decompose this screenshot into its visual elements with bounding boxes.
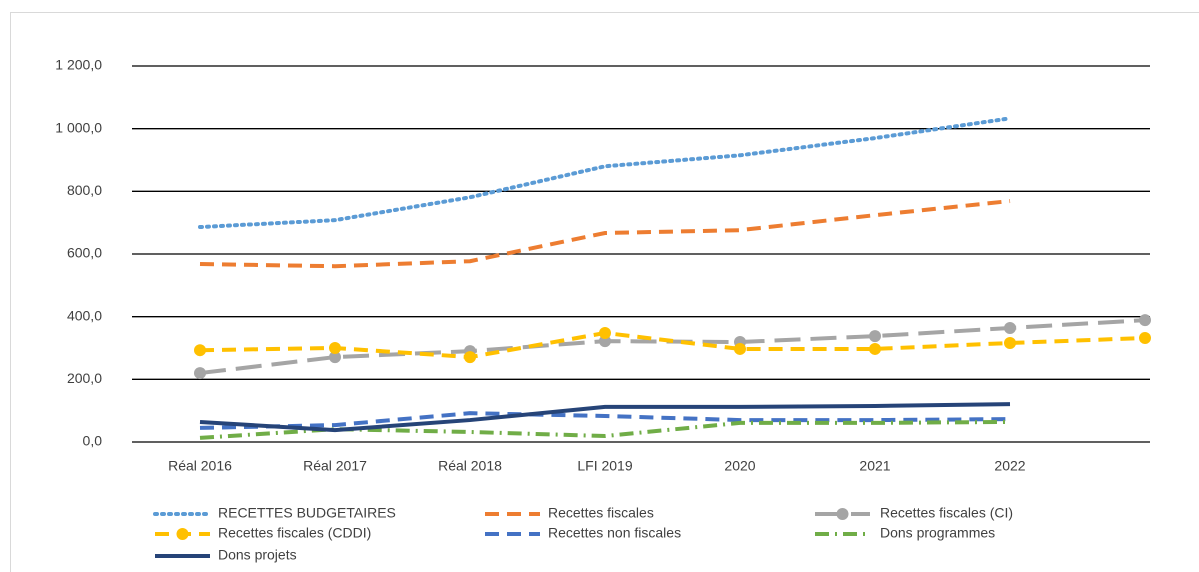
data-point <box>194 367 206 380</box>
legend-marker <box>176 528 189 540</box>
x-tick-label: LFI 2019 <box>577 458 632 474</box>
legend-label: Dons projets <box>218 547 297 563</box>
data-point <box>329 342 341 354</box>
data-point <box>464 351 476 364</box>
legend-label: Recettes fiscales (CDDI) <box>218 525 371 541</box>
legend-label: RECETTES BUDGETAIRES <box>218 505 396 521</box>
data-point <box>1004 336 1016 349</box>
legend-label: Recettes non fiscales <box>548 525 681 541</box>
data-point <box>194 344 206 357</box>
x-tick-label: 2022 <box>994 458 1025 474</box>
x-tick-label: Réal 2018 <box>438 458 502 474</box>
y-tick-label: 800,0 <box>67 182 102 198</box>
x-tick-label: Réal 2017 <box>303 458 367 474</box>
series-line <box>199 199 1011 269</box>
y-tick-label: 400,0 <box>67 307 102 323</box>
series-line <box>199 402 1011 433</box>
y-tick-label: 600,0 <box>67 245 102 261</box>
data-point <box>599 326 611 339</box>
data-point <box>734 342 746 355</box>
legend-label: Dons programmes <box>880 525 995 541</box>
y-tick-label: 0,0 <box>83 433 103 449</box>
data-point <box>869 330 881 343</box>
data-point <box>1139 331 1151 344</box>
x-tick-label: 2020 <box>724 458 755 474</box>
series-line <box>199 419 1011 440</box>
y-tick-label: 1 000,0 <box>55 119 102 135</box>
chart-frame <box>10 12 1199 572</box>
legend-label: Recettes fiscales (CI) <box>880 505 1013 521</box>
series-line <box>198 116 1012 230</box>
data-point <box>1004 321 1016 334</box>
series-line <box>199 330 1146 360</box>
legend-label: Recettes fiscales <box>548 505 654 521</box>
x-tick-label: 2021 <box>859 458 890 474</box>
data-point <box>869 342 881 355</box>
series-line <box>199 411 1011 430</box>
legend-marker <box>836 508 849 520</box>
data-point <box>1139 314 1151 327</box>
y-tick-label: 200,0 <box>67 370 102 386</box>
data-point <box>329 351 341 364</box>
y-tick-label: 1 200,0 <box>55 57 102 73</box>
x-tick-label: Réal 2016 <box>168 458 232 474</box>
